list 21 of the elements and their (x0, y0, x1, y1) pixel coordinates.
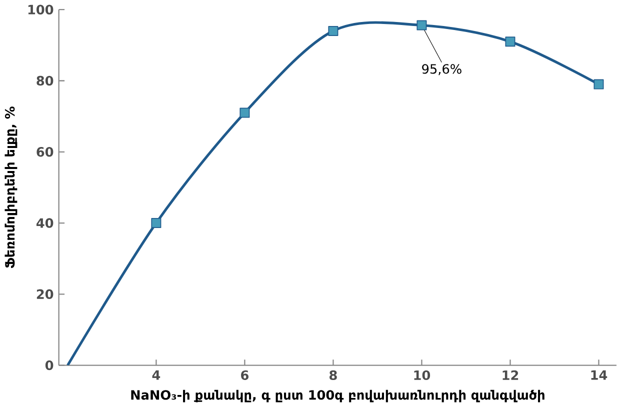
point (151, 218, 162, 228)
point (505, 36, 516, 47)
y-tick-label: 20 (36, 289, 54, 299)
y-tick-label: 80 (36, 76, 54, 86)
y-tick-label: 0 (45, 360, 54, 370)
x-tick-label: 10 (414, 370, 430, 380)
point (240, 108, 250, 118)
x-tick-label: 8 (330, 370, 337, 380)
x-tick-label: 12 (502, 370, 518, 380)
y-tick-label: 40 (36, 218, 54, 228)
x-tick-label: 6 (241, 370, 248, 380)
point (416, 20, 427, 30)
x-tick-label: 4 (152, 370, 160, 380)
x-axis-title: NaNO₃-ի քանակը, գ ըստ 100գ բովախառնուրդի զանգվածի (131, 390, 544, 402)
x-tick-label: 14 (591, 370, 608, 380)
y-axis-title: Ֆեռոմոլիբդենի ելքը, % (4, 106, 18, 268)
annotation: 95,6% (422, 64, 462, 76)
y-tick-label: 100 (28, 4, 54, 14)
point (328, 26, 338, 36)
point (594, 79, 604, 90)
y-tick-label: 60 (36, 147, 54, 157)
